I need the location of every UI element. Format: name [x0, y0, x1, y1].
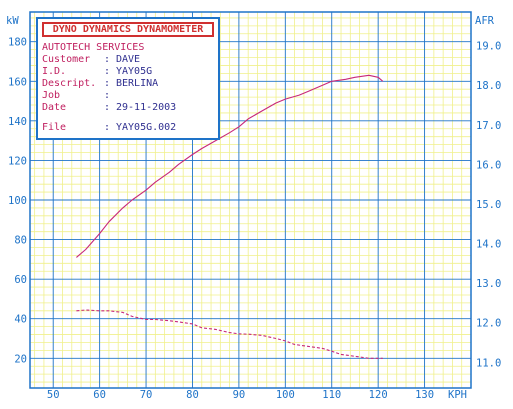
y-left-tick-label: 140: [8, 116, 27, 128]
plot-frame: [29, 11, 472, 389]
x-tick-label: 50: [47, 389, 60, 401]
x-tick-label: 90: [233, 389, 246, 401]
y-right-tick-label: 13.0: [476, 278, 501, 290]
y-right-tick-label: 12.0: [476, 318, 501, 330]
y-right-tick-label: 16.0: [476, 159, 501, 171]
info-value: BERLINA: [116, 78, 159, 89]
right-axis-unit: AFR: [475, 15, 495, 27]
power-line: [76, 74, 384, 258]
y-left-tick-label: 160: [8, 76, 27, 88]
series-layer: [76, 74, 384, 359]
y-right-tick-label: 11.0: [476, 357, 501, 369]
left-axis-unit: kW: [6, 15, 19, 27]
y-left-tick-label: 180: [8, 37, 27, 49]
info-value: 29-11-2003: [116, 102, 177, 113]
info-key: Customer: [42, 54, 91, 65]
y-left-tick-label: 60: [14, 274, 27, 286]
info-key: Date: [42, 102, 67, 113]
info-sep: :: [104, 102, 111, 113]
info-sep: :: [104, 54, 111, 65]
y-right-tick-label: 19.0: [476, 41, 501, 53]
info-company: AUTOTECH SERVICES: [42, 42, 145, 53]
info-sep: :: [104, 122, 111, 133]
y-right-tick-label: 15.0: [476, 199, 501, 211]
info-value: DAVE: [116, 54, 141, 65]
x-tick-label: 60: [93, 389, 106, 401]
info-key: File: [42, 122, 67, 133]
y-right-tick-label: 18.0: [476, 80, 501, 92]
x-tick-label: 100: [276, 389, 295, 401]
y-left-tick-label: 100: [8, 195, 27, 207]
info-value: YAY05G.002: [116, 122, 177, 133]
x-axis-unit: KPH: [448, 389, 467, 401]
info-value: YAY05G: [116, 66, 153, 77]
x-tick-label: 130: [415, 389, 434, 401]
y-left-tick-label: 120: [8, 155, 27, 167]
y-right-tick-label: 17.0: [476, 120, 501, 132]
y-left-tick-label: 80: [14, 235, 27, 247]
tick-labels: 50 60 70 80 90 100 110 120 130 20 40 60 80 100 120 140 1…: [8, 37, 501, 401]
y-left-tick-label: 40: [14, 314, 27, 326]
info-sep: :: [104, 66, 111, 77]
afr-line: [76, 309, 383, 359]
x-tick-label: 70: [140, 389, 153, 401]
x-tick-label: 120: [369, 389, 388, 401]
y-right-tick-label: 14.0: [476, 239, 501, 251]
info-key: I.D.: [42, 66, 67, 77]
info-box: DYNO DYNAMICS DYNAMOMETER AUTOTECH SERVI…: [36, 17, 220, 140]
info-key: Job: [42, 90, 61, 101]
x-tick-label: 110: [322, 389, 341, 401]
x-tick-label: 80: [186, 389, 199, 401]
info-sep: :: [104, 78, 111, 89]
info-box-title: DYNO DYNAMICS DYNAMOMETER: [42, 22, 214, 37]
y-left-tick-label: 20: [14, 353, 27, 365]
info-key: Descript.: [42, 78, 97, 89]
info-sep: :: [104, 90, 111, 101]
